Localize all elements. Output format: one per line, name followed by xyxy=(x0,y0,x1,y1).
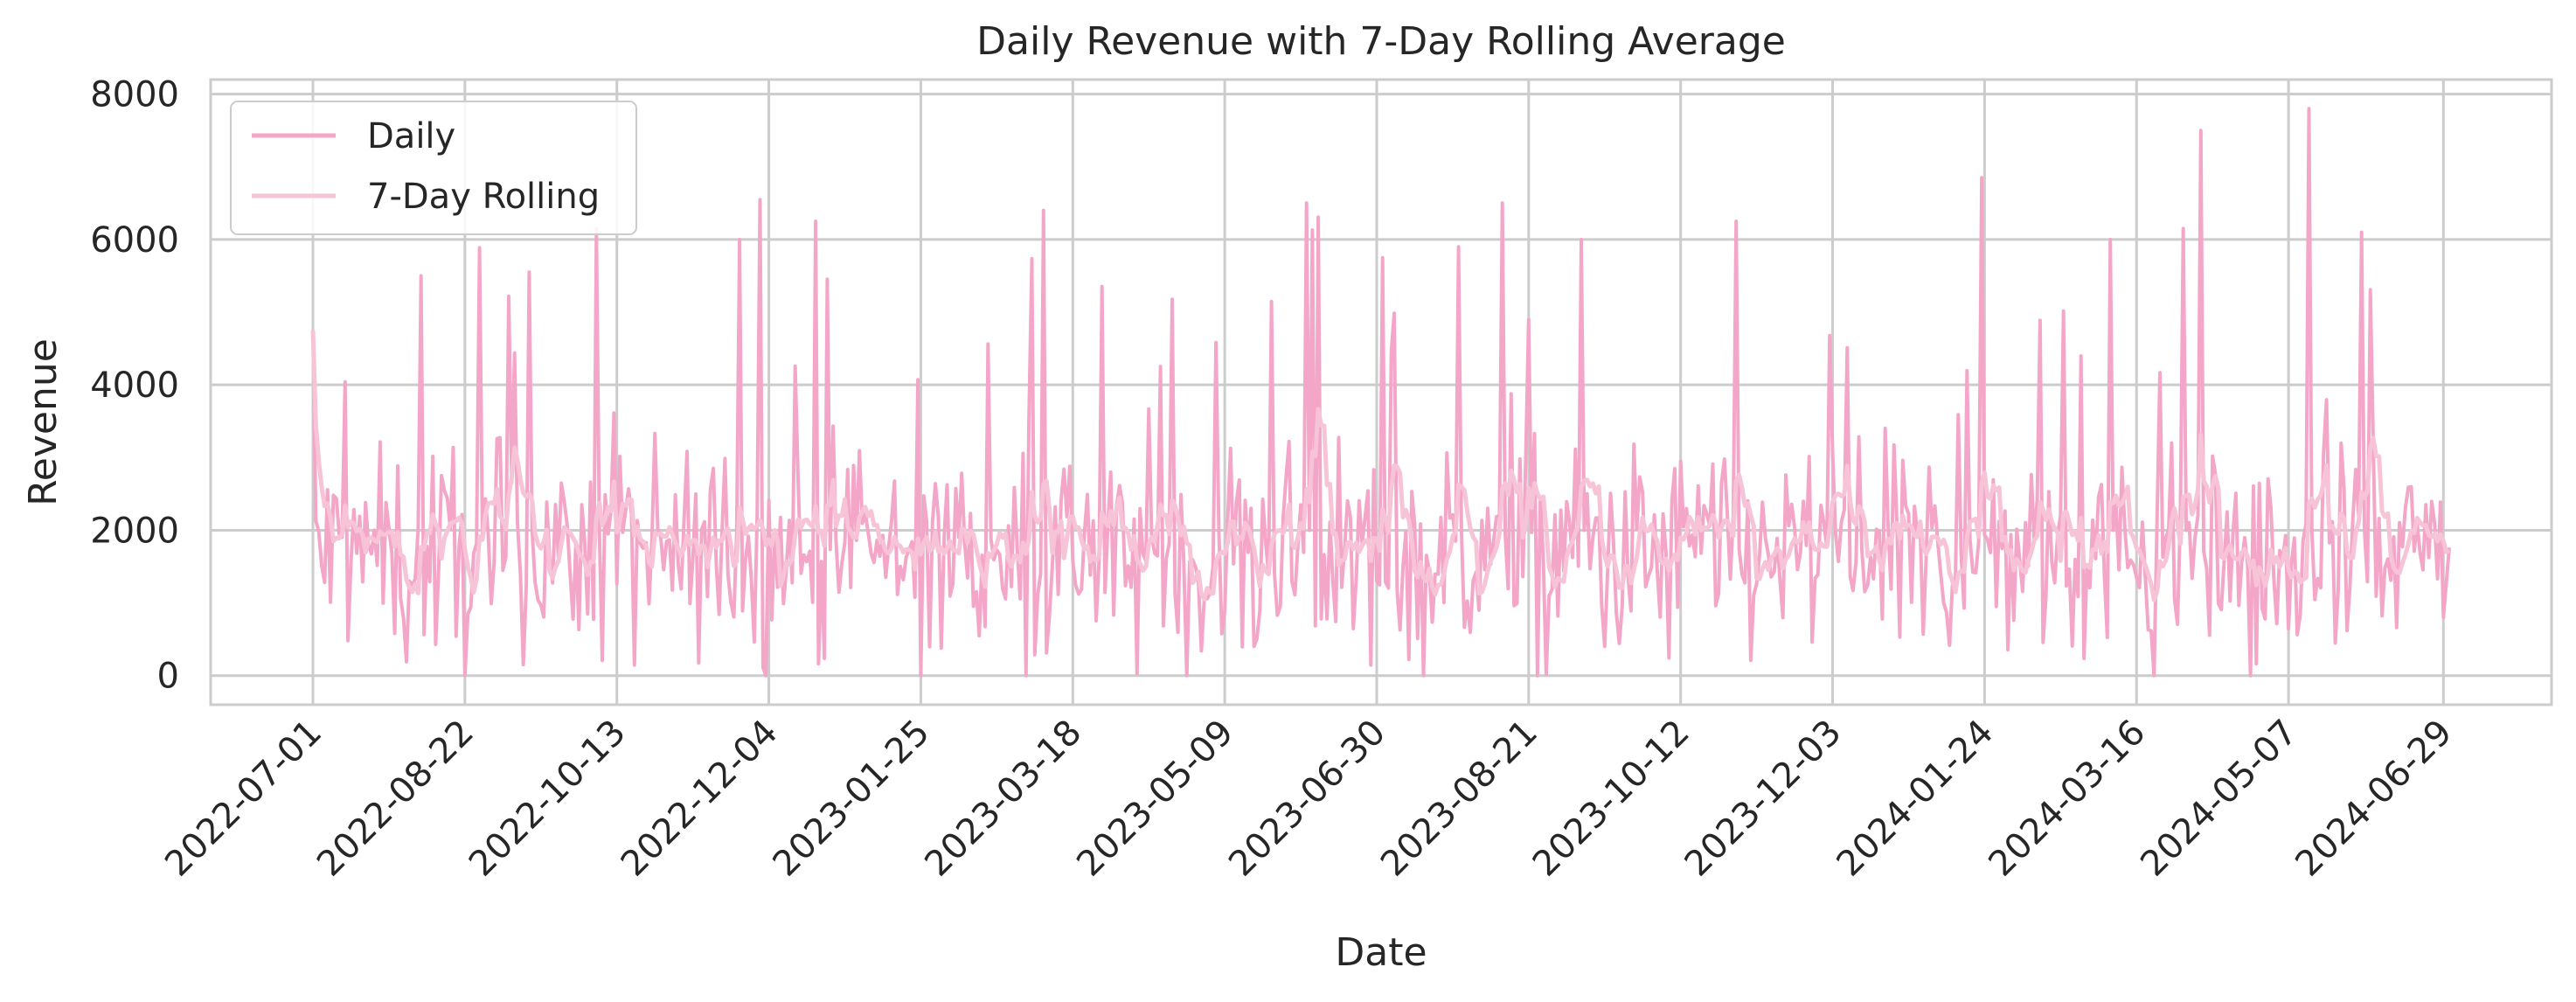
legend-label-daily: Daily xyxy=(367,116,455,157)
chart-title: Daily Revenue with 7-Day Rolling Average xyxy=(976,19,1786,64)
y-tick-label: 8000 xyxy=(90,75,179,115)
series-line-rolling xyxy=(310,330,2451,602)
series-line-daily xyxy=(311,107,2451,678)
legend-label-rolling: 7-Day Rolling xyxy=(367,177,600,217)
y-tick-label: 6000 xyxy=(90,220,179,261)
legend: Daily 7-Day Rolling xyxy=(230,101,637,235)
y-tick-labels: 0 2000 4000 6000 8000 xyxy=(90,75,179,697)
y-tick-label: 2000 xyxy=(90,511,179,551)
series-lines xyxy=(310,107,2451,678)
plot-frame xyxy=(209,78,2553,706)
y-axis-label: Revenue xyxy=(21,338,66,506)
y-tick-label: 4000 xyxy=(90,365,179,406)
x-axis-label: Date xyxy=(1335,930,1427,975)
y-tick-label: 0 xyxy=(157,657,179,697)
